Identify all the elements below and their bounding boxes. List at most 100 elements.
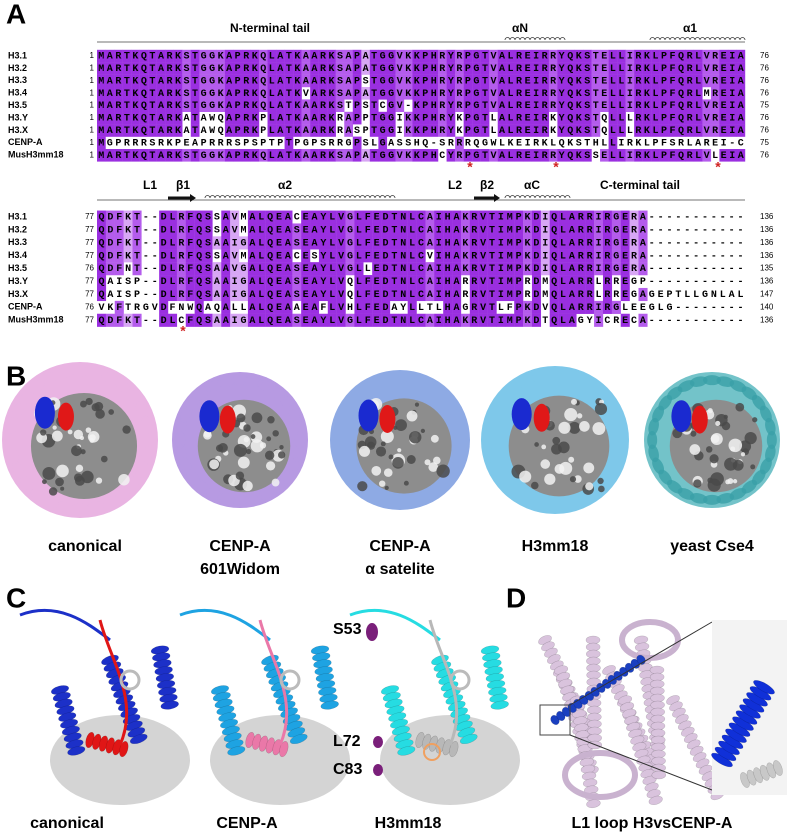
residue-shade bbox=[668, 99, 677, 112]
density-speck bbox=[406, 410, 418, 422]
residue-shade bbox=[336, 275, 346, 289]
residue-shade bbox=[540, 99, 550, 112]
h3-blue bbox=[511, 398, 532, 431]
residue-shade bbox=[165, 111, 174, 125]
residue-shade bbox=[230, 275, 240, 289]
residue-shade bbox=[123, 313, 133, 327]
residue-shade bbox=[642, 74, 652, 88]
residue-shade bbox=[668, 149, 677, 162]
asterisk: * bbox=[467, 159, 473, 175]
residue-shade bbox=[583, 87, 592, 100]
residue-shade bbox=[250, 87, 260, 100]
density-speck bbox=[380, 441, 386, 447]
residue-shade bbox=[318, 99, 328, 112]
residue-shade bbox=[478, 262, 488, 276]
residue-shade bbox=[576, 249, 586, 263]
density-lobe bbox=[141, 446, 153, 465]
density-speck bbox=[558, 421, 571, 434]
residue-shade bbox=[608, 87, 618, 100]
residue-shade bbox=[97, 249, 107, 263]
residue-shade bbox=[531, 275, 542, 289]
region-label: β2 bbox=[480, 178, 494, 192]
density-speck bbox=[732, 479, 738, 484]
residue-shade bbox=[452, 249, 462, 263]
residue-shade bbox=[565, 111, 575, 125]
density-speck bbox=[724, 457, 738, 471]
density-speck bbox=[42, 479, 47, 485]
residue-shade bbox=[489, 74, 498, 88]
residue-shade bbox=[114, 124, 123, 137]
helix-coil bbox=[504, 37, 566, 41]
residue-shade bbox=[693, 124, 703, 137]
residue-shade bbox=[480, 111, 490, 125]
residue-shade bbox=[558, 236, 568, 250]
residue-shade bbox=[216, 62, 226, 75]
residue-shade bbox=[574, 49, 584, 63]
residue-shade bbox=[531, 287, 542, 302]
residue-shade bbox=[327, 210, 337, 224]
density-lobe bbox=[86, 367, 105, 379]
residue-shade bbox=[139, 99, 149, 112]
zoom-box bbox=[539, 704, 571, 736]
residue-shade bbox=[567, 236, 577, 250]
residue-shade bbox=[354, 275, 364, 289]
residue-shade bbox=[131, 111, 140, 125]
residue-shade bbox=[369, 111, 379, 125]
residue-shade bbox=[354, 236, 364, 250]
residue-shade bbox=[97, 262, 107, 276]
residue-shade bbox=[617, 74, 626, 88]
residue-shade bbox=[301, 74, 311, 88]
density-lobe bbox=[560, 371, 579, 382]
residue-shade bbox=[395, 99, 405, 112]
density-speck bbox=[436, 464, 450, 478]
residue-shade bbox=[395, 49, 405, 63]
residue-shade bbox=[139, 124, 149, 137]
residue-shade bbox=[354, 313, 364, 327]
residue-shade bbox=[558, 262, 568, 276]
density-speck bbox=[89, 438, 95, 443]
residue-shade bbox=[190, 62, 200, 75]
residue-shade bbox=[710, 99, 720, 112]
residue-shade bbox=[548, 62, 558, 75]
residue-shade bbox=[247, 249, 257, 263]
residue-shade bbox=[230, 262, 240, 276]
residue-shade bbox=[239, 287, 249, 302]
density-lobe bbox=[55, 501, 74, 513]
residue-shade bbox=[574, 74, 584, 88]
end-number: 75 bbox=[760, 101, 769, 110]
residue-shade bbox=[443, 262, 453, 276]
sequence-name: CENP-A bbox=[8, 137, 43, 147]
residue-shade bbox=[421, 99, 430, 112]
residue-shade bbox=[123, 236, 133, 250]
residue-shade bbox=[318, 223, 328, 237]
residue-shade bbox=[460, 249, 471, 263]
density-speck bbox=[693, 479, 702, 488]
density-speck bbox=[519, 470, 532, 483]
helix bbox=[740, 760, 783, 788]
residue-shade bbox=[276, 74, 285, 88]
residue-shade bbox=[336, 236, 346, 250]
residue-shade bbox=[460, 236, 471, 250]
residue-shade bbox=[114, 99, 123, 112]
residue-shade bbox=[256, 249, 266, 263]
region-label: α2 bbox=[278, 178, 292, 192]
residue-shade bbox=[443, 300, 453, 314]
residue-shade bbox=[531, 74, 541, 88]
density-lobe bbox=[6, 431, 17, 449]
residue-shade bbox=[506, 111, 515, 125]
residue-shade bbox=[620, 249, 630, 263]
end-number: 76 bbox=[760, 88, 769, 97]
density-speck bbox=[375, 446, 387, 457]
residue-shade bbox=[265, 262, 275, 276]
residue-shade bbox=[168, 313, 178, 327]
end-number: 76 bbox=[760, 51, 769, 60]
residue-shade bbox=[212, 236, 222, 250]
residue-shade bbox=[318, 210, 328, 224]
residue-shade bbox=[460, 262, 471, 276]
residue-shade bbox=[685, 149, 695, 162]
residue-shade bbox=[531, 111, 541, 125]
helix bbox=[617, 695, 663, 806]
map-label: CENP-A bbox=[209, 538, 271, 555]
residue-shade bbox=[497, 62, 507, 75]
residue-shade bbox=[283, 236, 293, 250]
